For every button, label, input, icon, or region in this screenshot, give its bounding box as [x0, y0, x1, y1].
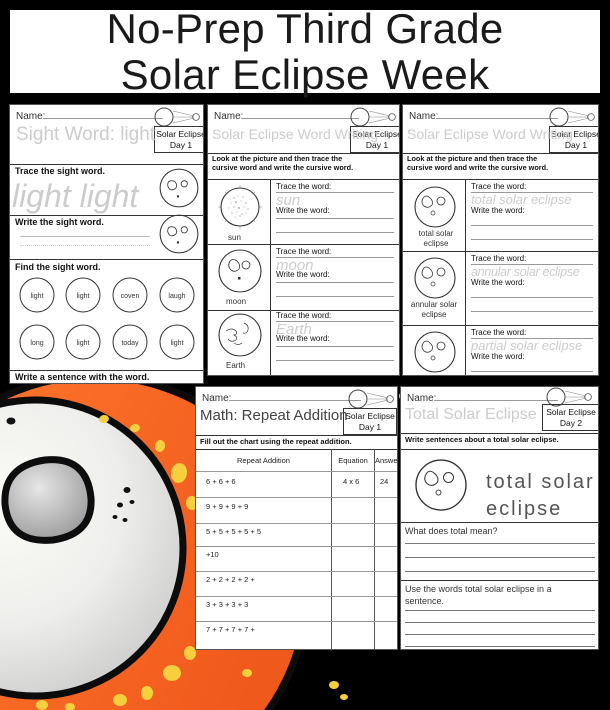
svg-text:light: light	[77, 340, 90, 347]
svg-text:long: long	[30, 340, 43, 347]
svg-text:light: light	[171, 340, 184, 347]
svg-text:coven: coven	[121, 293, 140, 300]
svg-text:today: today	[121, 340, 139, 347]
svg-text:light: light	[77, 293, 90, 300]
svg-text:light: light	[31, 293, 44, 300]
svg-text:laugh: laugh	[168, 293, 185, 300]
